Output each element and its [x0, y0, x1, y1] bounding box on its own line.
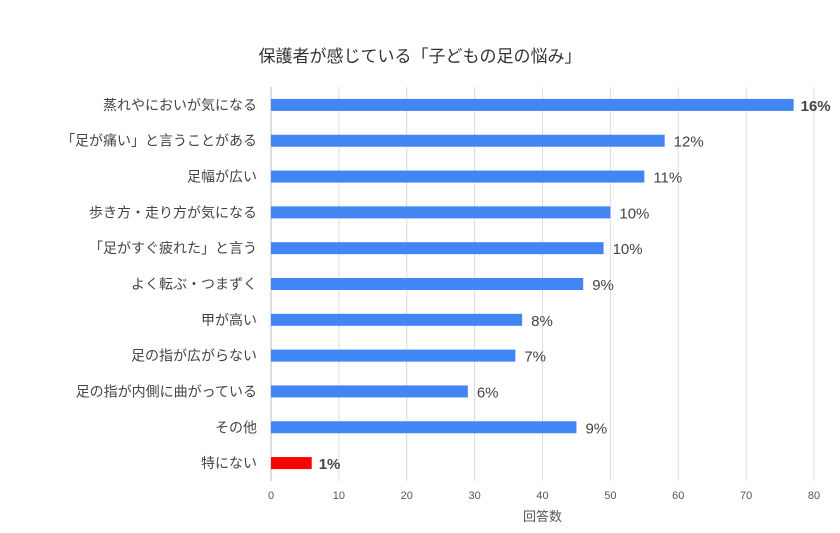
- bar: [271, 457, 312, 470]
- x-tick-label: 20: [401, 490, 413, 502]
- bar: [271, 385, 468, 398]
- data-label: 8%: [531, 313, 553, 330]
- x-axis-label: 回答数: [523, 509, 562, 525]
- category-label: よく転ぶ・つまずく: [131, 277, 257, 293]
- x-tick-label: 60: [672, 490, 684, 502]
- category-label: 特にない: [201, 456, 257, 472]
- data-label: 11%: [653, 170, 682, 187]
- category-label: 「足が痛い」と言うことがある: [61, 133, 257, 150]
- data-label: 10%: [613, 241, 643, 258]
- bar: [271, 421, 577, 434]
- bar: [271, 170, 645, 183]
- data-label: 16%: [801, 98, 831, 115]
- x-tick-label: 80: [808, 490, 820, 502]
- bar: [271, 134, 665, 147]
- x-tick-label: 30: [469, 490, 481, 502]
- bar: [271, 349, 516, 362]
- category-label: 歩き方・走り方が気になる: [89, 205, 257, 221]
- category-label: 甲が高い: [201, 312, 257, 329]
- bar: [271, 206, 611, 219]
- data-label: 9%: [585, 420, 607, 437]
- bar: [271, 242, 604, 255]
- data-label: 6%: [477, 384, 499, 401]
- category-label: 足の指が内側に曲がっている: [76, 384, 257, 400]
- category-label: その他: [215, 420, 257, 436]
- x-tick-label: 10: [333, 490, 345, 502]
- category-label: 蒸れやにおいが気になる: [103, 98, 257, 114]
- data-label: 9%: [592, 277, 614, 294]
- category-label: 足の指が広がらない: [131, 349, 257, 365]
- x-tick-label: 0: [268, 490, 274, 502]
- x-tick-label: 50: [604, 490, 616, 502]
- x-tick-label: 40: [536, 490, 548, 502]
- data-label: 1%: [319, 456, 341, 473]
- data-label: 10%: [619, 205, 649, 222]
- chart-title: 保護者が感じている「子どもの足の悩み」: [258, 47, 582, 67]
- data-label: 12%: [674, 134, 704, 151]
- category-label: 足幅が広い: [187, 170, 257, 186]
- bar: [271, 313, 523, 326]
- bar: [271, 98, 794, 111]
- x-tick-label: 70: [740, 490, 752, 502]
- data-label: 7%: [524, 349, 546, 366]
- bar: [271, 278, 584, 290]
- category-label: 「足がすぐ疲れた」と言う: [89, 240, 257, 257]
